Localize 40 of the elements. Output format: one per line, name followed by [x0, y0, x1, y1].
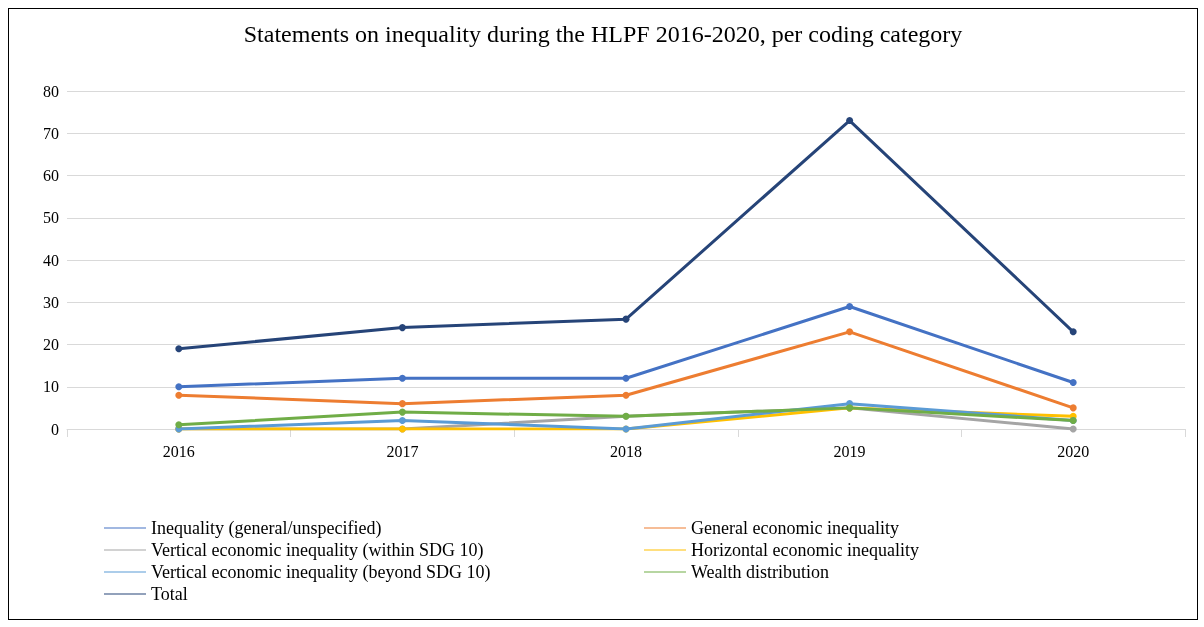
point	[1069, 328, 1077, 336]
point	[846, 328, 854, 336]
legend-label: Inequality (general/unspecified)	[151, 518, 382, 539]
point	[398, 417, 406, 425]
legend-label: Horizontal economic inequality	[691, 540, 919, 560]
point	[398, 324, 406, 332]
point	[1069, 379, 1077, 387]
y-tick-label: 10	[43, 378, 59, 396]
y-tick-label: 0	[51, 420, 59, 438]
x-tick-label: 2016	[162, 442, 195, 460]
point	[175, 421, 183, 429]
point	[398, 408, 406, 416]
legend-label: Total	[151, 584, 188, 604]
legend-label: Vertical economic inequality (beyond SDG 10)	[151, 562, 491, 583]
y-tick-label: 80	[43, 82, 59, 100]
y-tick-label: 70	[43, 124, 59, 142]
y-tick-label: 50	[43, 209, 59, 227]
y-tick-label: 20	[43, 336, 59, 353]
point	[622, 374, 630, 382]
y-tick-label: 30	[43, 293, 59, 311]
point	[846, 117, 854, 125]
legend-label: Wealth distribution	[691, 562, 830, 582]
legend-label: General economic inequality	[691, 518, 899, 538]
point	[622, 391, 630, 399]
legend-label: Vertical economic inequality (within SDG 10)	[151, 540, 484, 561]
x-tick-label: 2018	[610, 442, 642, 460]
chart-title: Statements on inequality during the HLPF 2016-2020, per coding category	[243, 21, 963, 47]
point	[175, 383, 183, 391]
point	[846, 302, 854, 310]
x-tick-label: 2019	[833, 442, 866, 460]
x-tick-label: 2020	[1057, 442, 1090, 460]
y-tick-label: 60	[43, 167, 59, 184]
point	[175, 345, 183, 353]
point	[1069, 404, 1077, 412]
point	[398, 400, 406, 408]
y-tick-label: 40	[43, 251, 59, 269]
x-tick-label: 2017	[386, 442, 419, 460]
point	[175, 391, 183, 399]
point	[1069, 425, 1077, 433]
point	[398, 374, 406, 382]
